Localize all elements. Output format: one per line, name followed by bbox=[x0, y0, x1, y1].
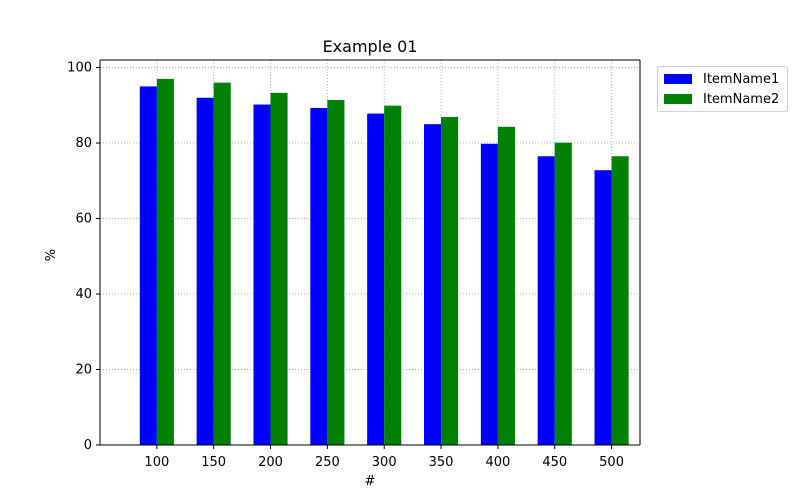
bar-series-2-350 bbox=[441, 116, 459, 446]
bar-series-2-300 bbox=[384, 105, 402, 445]
bar-series-1-300 bbox=[367, 113, 385, 446]
x-tick-label-0: 100 bbox=[144, 455, 169, 470]
bar-series-2-150 bbox=[213, 82, 231, 445]
bar-series-2-450 bbox=[554, 142, 572, 446]
x-tick-label-5: 350 bbox=[429, 455, 454, 470]
bar-series-2-500 bbox=[611, 156, 629, 445]
bar-series-2-250 bbox=[327, 100, 345, 446]
legend-swatch-green bbox=[664, 94, 692, 104]
legend-item-series-1: ItemName1 bbox=[664, 70, 779, 88]
y-tick-label-5: 100 bbox=[67, 61, 92, 76]
bar-series-2-200 bbox=[270, 92, 288, 446]
x-tick-label-3: 250 bbox=[315, 455, 340, 470]
x-tick-label-7: 450 bbox=[542, 455, 567, 470]
bar-series-1-350 bbox=[424, 124, 442, 446]
x-axis-label: # bbox=[365, 474, 376, 489]
bar-series-1-200 bbox=[253, 104, 271, 445]
x-tick-label-4: 300 bbox=[372, 455, 397, 470]
chart-title: Example 01 bbox=[323, 37, 418, 56]
bars bbox=[139, 78, 629, 446]
y-tick-label-4: 80 bbox=[75, 136, 92, 151]
x-tick-label-6: 400 bbox=[485, 455, 510, 470]
y-axis-label: % bbox=[44, 249, 59, 261]
legend-label-series-1: ItemName1 bbox=[703, 71, 780, 87]
bar-series-1-150 bbox=[196, 97, 214, 446]
bar-series-1-450 bbox=[537, 156, 555, 445]
bar-series-2-100 bbox=[156, 78, 174, 445]
x-tick-label-8: 500 bbox=[599, 455, 624, 470]
bar-series-1-500 bbox=[594, 170, 612, 445]
y-tick-label-3: 60 bbox=[75, 212, 92, 227]
y-tick-label-1: 20 bbox=[75, 363, 92, 378]
bar-series-1-100 bbox=[139, 86, 157, 445]
legend-swatch-blue bbox=[664, 74, 692, 84]
axes bbox=[99, 59, 641, 446]
bar-series-2-400 bbox=[497, 126, 515, 445]
y-tick-label-0: 0 bbox=[84, 438, 92, 453]
ticks: 0 20 40 60 80 100 100 150 200 250 300 350 400 450 500 bbox=[67, 61, 624, 470]
bar-series-1-400 bbox=[480, 143, 498, 445]
bar-series-1-250 bbox=[310, 107, 328, 445]
x-tick-label-2: 200 bbox=[258, 455, 283, 470]
legend-item-series-2: ItemName2 bbox=[664, 90, 779, 108]
legend-label-series-2: ItemName2 bbox=[703, 91, 780, 107]
legend: ItemName1 ItemName2 bbox=[657, 66, 788, 112]
y-tick-label-2: 40 bbox=[75, 287, 92, 302]
x-tick-label-1: 150 bbox=[201, 455, 226, 470]
